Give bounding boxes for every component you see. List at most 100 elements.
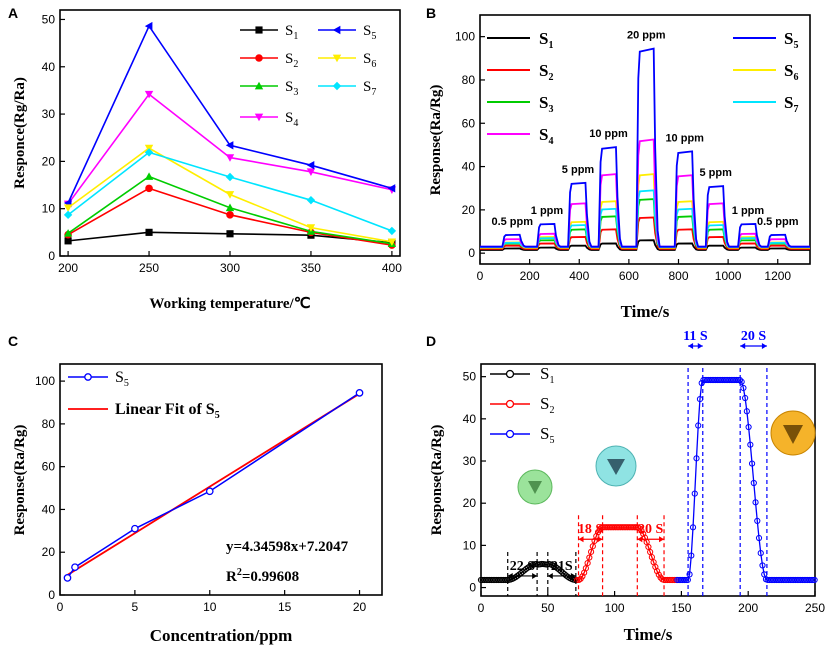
legend-label-s4: S4 bbox=[539, 125, 553, 147]
panel-b-axes bbox=[479, 14, 811, 265]
legend-label-s3: S3 bbox=[285, 79, 298, 98]
concentration-annotation: 5 ppm bbox=[562, 164, 595, 176]
data-point-s2 bbox=[145, 184, 153, 193]
legend-label-s1: S1 bbox=[285, 23, 298, 42]
panel-d: D 0 50 100 150 200 250 0 10 20 30 40 50 22 S 21S 18 S… bbox=[426, 329, 825, 644]
x-tick-label: 20 bbox=[353, 600, 367, 614]
x-tick-label: 150 bbox=[671, 601, 691, 615]
panel-a-ticks: 200 250 300 350 400 0 10 20 30 40 50 bbox=[42, 12, 403, 275]
arrow-head bbox=[637, 536, 643, 543]
legend-marker-s5 bbox=[332, 25, 341, 35]
data-point-s5 bbox=[71, 563, 79, 572]
data-point-s2 bbox=[587, 548, 595, 555]
data-point-s2 bbox=[640, 530, 647, 537]
data-point-s5 bbox=[759, 562, 766, 569]
response-curve-s5 bbox=[677, 379, 815, 581]
data-point-s2 bbox=[586, 554, 593, 561]
data-point-s5 bbox=[755, 534, 763, 542]
y-tick-label: 40 bbox=[42, 60, 56, 74]
data-point-s5 bbox=[745, 423, 752, 431]
data-point-s5 bbox=[131, 524, 139, 533]
data-point-s5 bbox=[689, 524, 697, 531]
data-point-s6 bbox=[306, 224, 316, 232]
x-tick-label: 15 bbox=[278, 600, 292, 614]
time-span-label: 11 S bbox=[683, 329, 708, 344]
time-span-label: 20 S bbox=[741, 329, 767, 344]
data-point-s5 bbox=[387, 184, 396, 193]
data-point-s2 bbox=[653, 568, 661, 575]
x-tick-label: 350 bbox=[301, 261, 321, 275]
x-tick-label: 100 bbox=[605, 601, 625, 615]
x-tick-label: 400 bbox=[569, 269, 589, 283]
data-point-s5 bbox=[750, 479, 757, 487]
panel-b-legend: S1 S2 S3 S4 S5 S6 S7 bbox=[487, 29, 798, 147]
data-point-s2 bbox=[671, 576, 678, 584]
data-point-s1 bbox=[145, 228, 153, 236]
data-point-s5 bbox=[355, 389, 364, 397]
concentration-annotation: 10 ppm bbox=[589, 128, 628, 140]
response-curve-s1 bbox=[480, 239, 810, 251]
arrow-head bbox=[740, 343, 746, 350]
panel-d-series bbox=[477, 376, 818, 584]
data-point-s3 bbox=[225, 203, 235, 212]
data-point-s5 bbox=[306, 160, 315, 170]
concentration-annotation: 10 ppm bbox=[665, 132, 704, 144]
data-point-s5 bbox=[684, 576, 691, 584]
y-tick-label: 0 bbox=[469, 581, 476, 595]
panel-c-label: C bbox=[8, 333, 18, 349]
y-tick-label: 30 bbox=[42, 107, 56, 121]
concentration-annotation: 5 ppm bbox=[700, 167, 733, 179]
arrow-head bbox=[697, 343, 703, 350]
y-tick-label: 0 bbox=[48, 588, 55, 602]
data-point-s2 bbox=[226, 211, 234, 219]
legend-marker-s2 bbox=[505, 399, 515, 409]
legend-label-s2: S2 bbox=[539, 61, 553, 83]
x-tick-label: 1200 bbox=[764, 269, 791, 283]
panel-d-label: D bbox=[426, 333, 436, 349]
panel-c-r2: R2=0.99608 bbox=[226, 567, 299, 585]
data-point-s5 bbox=[688, 552, 695, 559]
y-tick-label: 20 bbox=[462, 203, 476, 217]
legend-label-s7: S7 bbox=[363, 79, 376, 98]
data-point-s5 bbox=[808, 576, 815, 584]
data-point-s5 bbox=[691, 490, 698, 497]
data-point-s5 bbox=[63, 574, 72, 582]
legend-marker-s5 bbox=[84, 373, 92, 381]
data-point-s5 bbox=[743, 408, 750, 415]
legend-label-s5: S5 bbox=[784, 29, 798, 51]
y-tick-label: 20 bbox=[42, 154, 56, 168]
data-point-s7 bbox=[387, 226, 397, 236]
legend-label-linear-fit: Linear Fit of S5 bbox=[115, 401, 220, 421]
data-point-s2 bbox=[638, 527, 645, 534]
arrow-head bbox=[597, 536, 603, 543]
arrow-head bbox=[659, 536, 665, 543]
panel-c-xlabel: Concentration/ppm bbox=[150, 626, 293, 645]
y-tick-label: 20 bbox=[463, 496, 477, 510]
linear-fit-line bbox=[67, 392, 361, 576]
y-tick-label: 80 bbox=[42, 417, 56, 431]
y-tick-label: 20 bbox=[42, 545, 56, 559]
panel-c-axes bbox=[59, 363, 383, 596]
response-curve-s4 bbox=[480, 138, 810, 248]
x-tick-label: 200 bbox=[738, 601, 758, 615]
y-tick-label: 60 bbox=[42, 460, 56, 474]
arrow-head bbox=[578, 536, 584, 543]
data-point-s5 bbox=[695, 422, 702, 429]
data-point-s7 bbox=[306, 195, 316, 205]
panel-b-label: B bbox=[426, 5, 436, 21]
time-span-label: 22 S bbox=[510, 559, 536, 574]
legend-label-s3: S3 bbox=[539, 93, 553, 115]
data-point-s2 bbox=[669, 576, 676, 584]
data-point-s5 bbox=[144, 21, 153, 31]
legend-label-s1: S1 bbox=[539, 29, 553, 51]
legend-label-s6: S6 bbox=[363, 51, 376, 70]
legend-label-s5: S5 bbox=[115, 369, 129, 389]
data-point-s1 bbox=[64, 237, 72, 245]
data-point-s3 bbox=[63, 229, 73, 237]
data-point-s5 bbox=[681, 576, 688, 584]
x-tick-label: 300 bbox=[220, 261, 240, 275]
panel-c: C 0 5 10 15 20 0 20 40 60 80 100 S5 Linear Fit of S… bbox=[8, 333, 383, 645]
